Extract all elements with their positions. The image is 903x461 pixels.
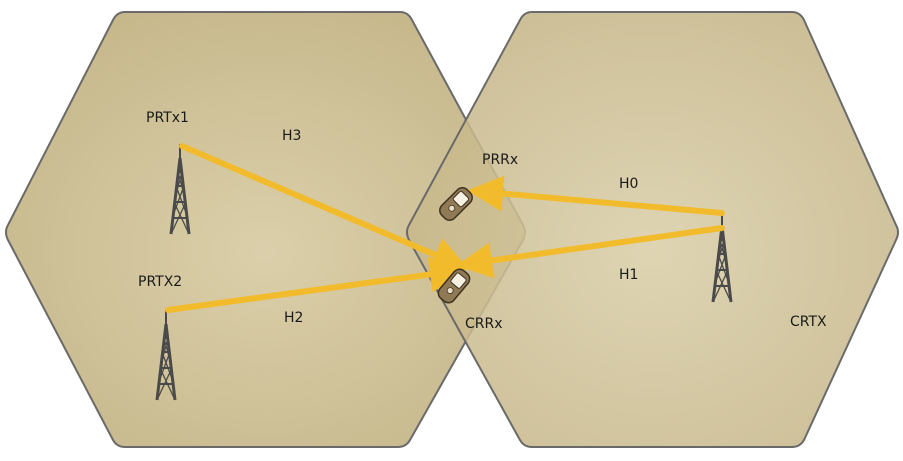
label-prrx: PRRx — [482, 152, 519, 168]
link-h0 — [467, 175, 725, 216]
link-h1 — [456, 225, 725, 279]
label-crtx: CRTX — [790, 314, 827, 330]
label-h3: H3 — [282, 128, 302, 144]
link-h3 — [179, 143, 469, 272]
label-prtx1: PRTx1 — [146, 110, 189, 126]
primary-cell-hexagon — [5, 11, 526, 448]
link-h2 — [165, 256, 466, 313]
label-h2: H2 — [284, 310, 304, 326]
label-h1: H1 — [619, 267, 639, 283]
label-prtx2: PRTX2 — [138, 274, 183, 290]
label-crrx: CRRx — [465, 316, 503, 332]
cognitive-cell-hexagon — [406, 11, 899, 448]
label-h0: H0 — [619, 176, 639, 192]
